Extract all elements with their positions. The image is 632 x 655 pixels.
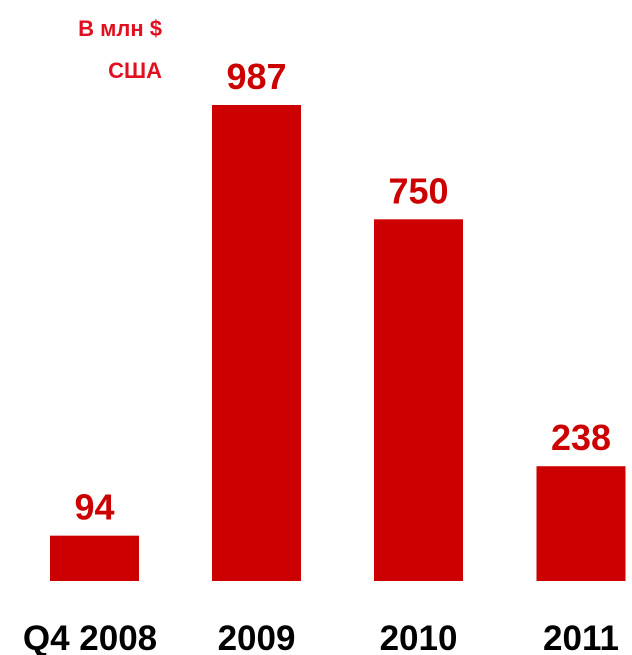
value-label: 987	[226, 56, 286, 97]
value-label: 94	[74, 487, 114, 528]
bar	[50, 535, 139, 581]
value-label: 238	[551, 417, 611, 458]
x-tick-label: Q4 2008	[23, 619, 157, 655]
x-tick-label: 2011	[543, 619, 619, 655]
value-label: 750	[388, 170, 448, 211]
x-tick-label: 2009	[218, 619, 296, 655]
bar	[212, 105, 301, 581]
bar	[374, 219, 463, 582]
unit-label: США	[108, 58, 162, 83]
x-tick-label: 2010	[380, 619, 458, 655]
unit-label: В млн $	[78, 16, 162, 41]
bar	[536, 466, 626, 581]
